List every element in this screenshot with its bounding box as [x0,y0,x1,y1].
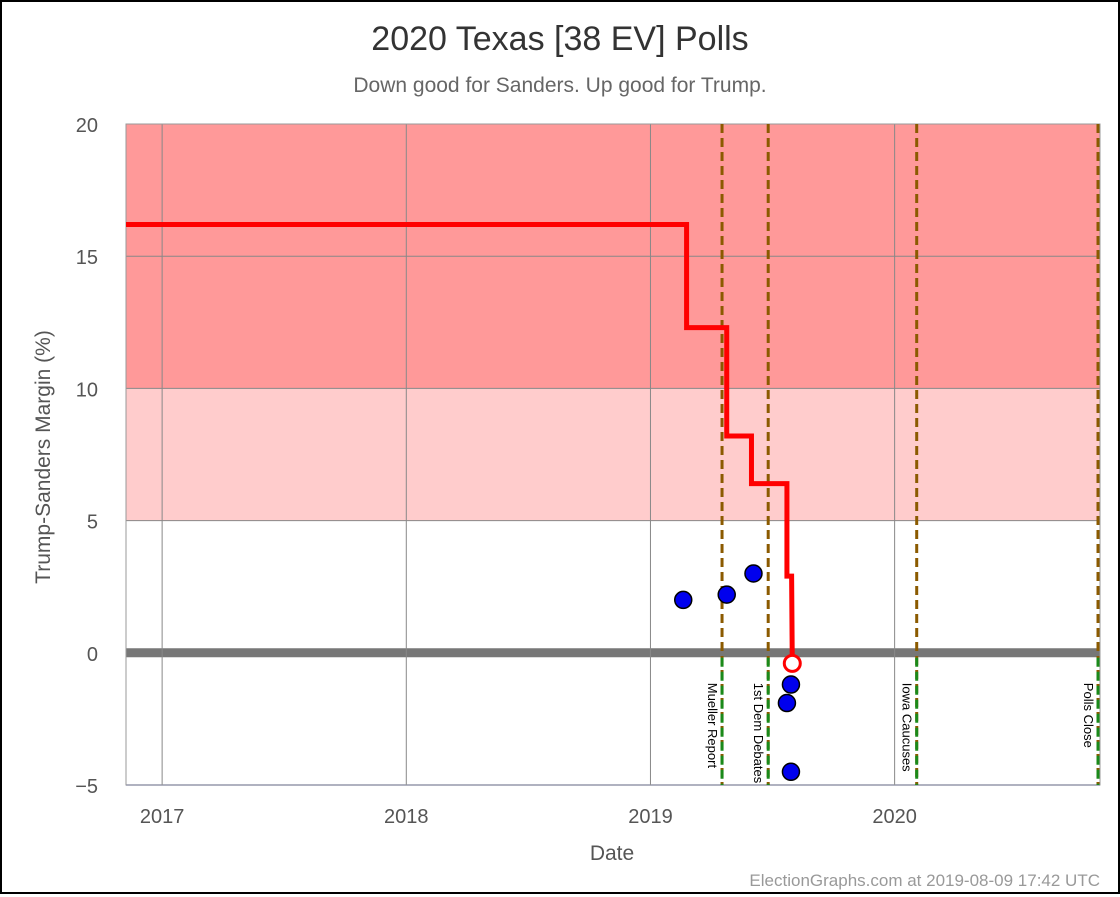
poll-point [717,585,736,604]
plot-bands [126,124,1100,521]
y-tick-label: 15 [76,247,98,269]
poll-point [781,675,801,694]
x-axis-label: Date [590,842,634,865]
footer-credit: ElectionGraphs.com at 2019-08-09 17:42 U… [749,871,1100,890]
event-label: Mueller Report [705,683,720,769]
event-lines: Mueller Report 1st Dem Debates Iowa Caucus… [705,124,1100,785]
grid-lines [125,123,1101,786]
y-tick-label: 5 [87,512,98,534]
y-tick-label: 0 [87,644,98,666]
poll-point [673,590,693,610]
current-value-point [782,653,802,673]
series-step-line [126,221,795,664]
x-tick-label: 2018 [384,806,429,828]
x-tick-label: 2019 [628,806,673,828]
poll-point [777,693,797,713]
plot-border [125,123,1101,786]
event-label: Iowa Caucuses [900,683,915,772]
axis-tick-labels: 20 15 10 5 0 −5 2017 2018 2019 2020 [75,115,917,828]
chart-title: 2020 Texas [38 EV] Polls [371,20,748,58]
x-tick-label: 2017 [140,806,185,828]
event-label: Polls Close [1081,683,1096,748]
trend-line [126,221,795,664]
y-tick-label: −5 [75,776,98,798]
y-tick-label: 10 [76,379,98,401]
y-axis-label: Trump-Sanders Margin (%) [32,330,55,584]
poll-point [781,762,801,782]
band-1 [126,388,1100,521]
chart-subtitle: Down good for Sanders. Up good for Trump… [353,74,766,97]
y-tick-label: 20 [76,115,98,137]
series-poll-points [673,564,802,782]
x-tick-label: 2020 [872,806,917,828]
event-label: 1st Dem Debates [751,683,766,784]
poll-point [744,564,763,583]
